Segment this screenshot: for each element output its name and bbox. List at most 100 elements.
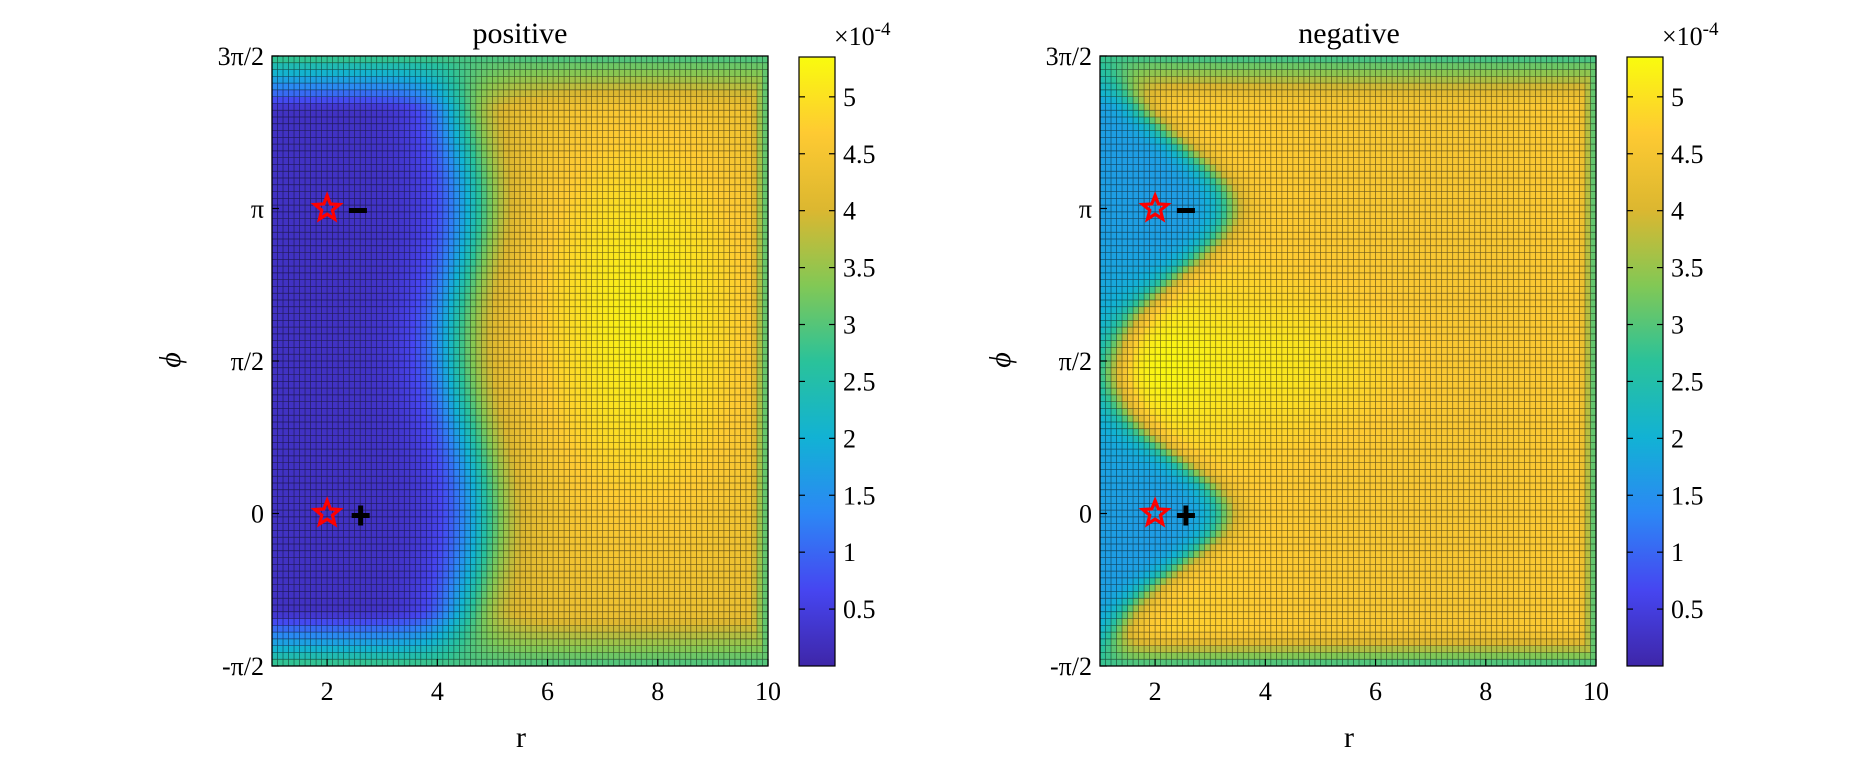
heatmap-cell xyxy=(481,300,488,307)
heatmap-cell xyxy=(520,516,526,524)
heatmap-cell xyxy=(426,625,433,633)
heatmap-cell xyxy=(575,591,581,599)
heatmap-cell xyxy=(464,388,471,396)
heatmap-cell xyxy=(619,537,625,545)
heatmap-cell xyxy=(514,584,521,592)
heatmap-cell xyxy=(404,293,410,301)
heatmap-cell xyxy=(536,435,543,443)
heatmap-cell xyxy=(415,598,421,606)
heatmap-cell xyxy=(360,550,366,558)
heatmap-cell xyxy=(646,313,653,321)
heatmap-cell xyxy=(404,469,410,477)
heatmap-cell xyxy=(635,483,642,490)
heatmap-cell xyxy=(608,435,614,443)
heatmap-cell xyxy=(569,598,576,606)
heatmap-cell xyxy=(316,489,322,497)
heatmap-cell xyxy=(701,625,708,633)
heatmap-cell xyxy=(332,428,339,436)
heatmap-cell xyxy=(630,408,636,416)
heatmap-cell xyxy=(756,659,763,667)
heatmap-cell xyxy=(701,530,708,538)
heatmap-cell xyxy=(360,496,366,504)
heatmap-cell xyxy=(360,638,366,646)
heatmap-cell xyxy=(740,652,747,660)
heatmap-cell xyxy=(294,550,300,558)
heatmap-cell xyxy=(608,462,614,470)
heatmap-cell xyxy=(415,367,421,375)
heatmap-cell xyxy=(685,523,692,531)
heatmap-cell xyxy=(481,645,488,653)
heatmap-cell xyxy=(602,300,609,307)
heatmap-cell xyxy=(751,367,758,375)
heatmap-cell xyxy=(486,327,493,335)
heatmap-cell xyxy=(646,320,653,328)
heatmap-cell xyxy=(420,455,427,463)
heatmap-cell xyxy=(756,361,763,368)
heatmap-cell xyxy=(712,333,719,341)
heatmap-cell xyxy=(663,361,669,368)
heatmap-cell xyxy=(734,300,741,307)
heatmap-cell xyxy=(316,388,322,396)
heatmap-cell xyxy=(729,354,736,362)
heatmap-cell xyxy=(503,313,510,321)
heatmap-cell xyxy=(272,347,278,355)
heatmap-cell xyxy=(426,300,433,307)
heatmap-cell xyxy=(365,462,372,470)
heatmap-cell xyxy=(475,381,482,389)
heatmap-cell xyxy=(321,455,328,463)
heatmap-cell xyxy=(354,462,361,470)
heatmap-cell xyxy=(745,401,752,409)
heatmap-cell xyxy=(453,327,460,335)
heatmap-cell xyxy=(756,333,763,341)
heatmap-cell xyxy=(404,313,410,321)
heatmap-cell xyxy=(349,632,355,640)
heatmap-cell xyxy=(288,354,295,362)
heatmap-cell xyxy=(371,306,377,314)
heatmap-cell xyxy=(464,584,471,592)
heatmap-cell xyxy=(316,340,322,348)
heatmap-cell xyxy=(531,300,537,307)
heatmap-cell xyxy=(569,564,576,572)
heatmap-cell xyxy=(475,300,482,307)
heatmap-cell xyxy=(525,638,532,646)
heatmap-cell xyxy=(321,401,328,409)
heatmap-cell xyxy=(520,333,526,341)
heatmap-cell xyxy=(525,435,532,443)
heatmap-cell xyxy=(564,510,570,518)
heatmap-cell xyxy=(508,340,515,348)
heatmap-cell xyxy=(564,523,570,531)
heatmap-cell xyxy=(481,632,488,640)
heatmap-cell xyxy=(762,544,769,551)
heatmap-cell xyxy=(619,510,625,518)
heatmap-cell xyxy=(470,374,477,382)
heatmap-cell xyxy=(707,503,714,511)
heatmap-cell xyxy=(492,591,499,599)
heatmap-cell xyxy=(679,652,686,660)
heatmap-cell xyxy=(602,381,609,389)
heatmap-cell xyxy=(497,591,504,599)
heatmap-cell xyxy=(630,435,636,443)
heatmap-cell xyxy=(718,340,725,348)
heatmap-cell xyxy=(569,618,576,626)
heatmap-cell xyxy=(624,469,631,477)
heatmap-cell xyxy=(283,605,289,612)
heatmap-cell xyxy=(696,510,703,518)
heatmap-cell xyxy=(316,442,322,450)
heatmap-cell xyxy=(701,449,708,457)
heatmap-cell xyxy=(690,557,697,565)
heatmap-cell xyxy=(508,496,515,504)
heatmap-cell xyxy=(453,361,460,368)
heatmap-cell xyxy=(635,442,642,450)
heatmap-cell xyxy=(459,577,466,585)
heatmap-cell xyxy=(470,286,477,294)
heatmap-cell xyxy=(740,388,747,396)
heatmap-cell xyxy=(283,327,289,335)
heatmap-cell xyxy=(734,598,741,606)
heatmap-cell xyxy=(475,293,482,301)
heatmap-cell xyxy=(586,625,592,633)
heatmap-cell xyxy=(343,564,350,572)
heatmap-cell xyxy=(690,306,697,314)
heatmap-cell xyxy=(723,422,730,429)
heatmap-cell xyxy=(382,611,388,619)
heatmap-cell xyxy=(272,435,278,443)
